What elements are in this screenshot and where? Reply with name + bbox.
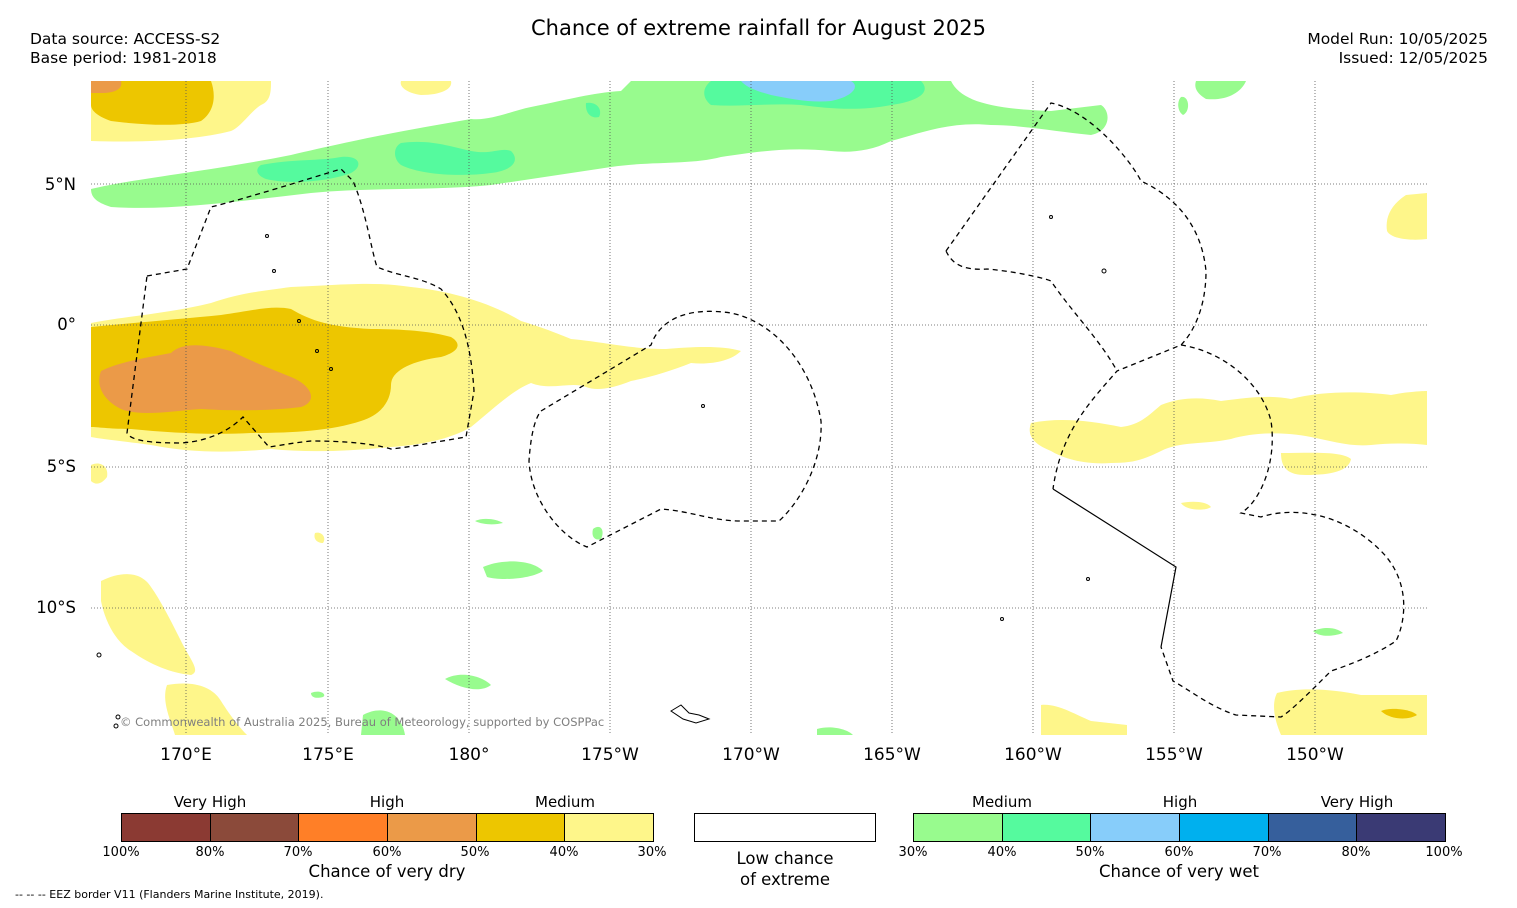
- map-title: Chance of extreme rainfall for August 20…: [531, 16, 986, 40]
- data-info: Data source: ACCESS-S2 Base period: 1981…: [30, 30, 220, 68]
- eez-borders: [126, 102, 1405, 718]
- rainfall-map: [91, 81, 1427, 735]
- dry-region-west-orange: [99, 345, 312, 414]
- boundary-solid-line: [1052, 488, 1177, 648]
- dry-swatch-5: [476, 814, 566, 841]
- lon-label-155w: 155°W: [1145, 745, 1203, 765]
- lon-label-180: 180°: [448, 745, 490, 765]
- dry-swatch-6: [565, 814, 654, 841]
- dry-tick: 40%: [549, 845, 579, 860]
- wet-swatch-5: [1268, 814, 1358, 841]
- wet-tick: 100%: [1425, 845, 1463, 860]
- wet-swatch-6: [1357, 814, 1446, 841]
- lat-label-5s: 5°S: [46, 457, 76, 476]
- dry-tick: 50%: [460, 845, 490, 860]
- base-period-text: Base period: 1981-2018: [30, 49, 217, 67]
- dry-legend-title: Chance of very dry: [308, 862, 466, 881]
- dry-tick: 30%: [637, 845, 667, 860]
- wet-tick: 30%: [898, 845, 928, 860]
- lon-label-170w: 170°W: [722, 745, 780, 765]
- map-copyright: © Commonwealth of Australia 2025, Bureau…: [120, 715, 605, 729]
- wet-swatch-2: [1002, 814, 1092, 841]
- dry-tick: 60%: [372, 845, 402, 860]
- lat-label-10s: 10°S: [36, 598, 76, 617]
- lat-label-eq: 0°: [57, 315, 76, 334]
- lat-label-5n: 5°N: [44, 175, 76, 194]
- wet-region-blue: [741, 81, 855, 102]
- dry-swatch-2: [210, 814, 300, 841]
- dry-heading-medium: Medium: [535, 793, 595, 811]
- run-info: Model Run: 10/05/2025 Issued: 12/05/2025: [1307, 30, 1488, 68]
- dry-tick: 80%: [195, 845, 225, 860]
- wet-heading-medium: Medium: [972, 793, 1032, 811]
- dry-heading-high: High: [369, 793, 405, 811]
- graticule: [91, 81, 1427, 735]
- wet-tick: 80%: [1341, 845, 1371, 860]
- island-outlines: [96, 215, 1107, 729]
- wet-swatch-4: [1180, 814, 1269, 841]
- wet-region-north: [91, 81, 1108, 208]
- model-run-text: Model Run: 10/05/2025: [1307, 30, 1488, 48]
- dry-swatch-4: [388, 814, 477, 841]
- lon-label-150w: 150°W: [1286, 745, 1344, 765]
- wet-region-north-patch: [1195, 81, 1246, 100]
- lon-label-175e: 175°E: [302, 745, 354, 765]
- wet-swatch-3: [1091, 814, 1181, 841]
- low-chance-box: [694, 813, 876, 842]
- lon-label-170e: 170°E: [160, 745, 212, 765]
- wet-colorbar: [913, 813, 1446, 842]
- lon-label-165w: 165°W: [863, 745, 921, 765]
- dry-swatch-1: [122, 814, 211, 841]
- dry-heading-very-high: Very High: [173, 793, 247, 811]
- low-chance-line2: of extreme: [739, 870, 831, 889]
- issued-text: Issued: 12/05/2025: [1338, 49, 1488, 67]
- low-chance-line1: Low chance: [736, 849, 834, 868]
- wet-legend-title: Chance of very wet: [1099, 862, 1259, 881]
- wet-heading-high: High: [1162, 793, 1198, 811]
- eez-footnote: -- -- -- EEZ border V11 (Flanders Marine…: [15, 888, 324, 901]
- lon-label-175w: 175°W: [581, 745, 639, 765]
- dry-colorbar: [121, 813, 654, 842]
- wet-swatch-1: [914, 814, 1003, 841]
- dry-swatch-3: [299, 814, 389, 841]
- dry-tick: 70%: [283, 845, 313, 860]
- low-chance-label: Low chance of extreme: [694, 848, 876, 890]
- wet-tick: 60%: [1164, 845, 1194, 860]
- wet-heading-very-high: Very High: [1320, 793, 1394, 811]
- dry-tick: 100%: [102, 845, 140, 860]
- wet-tick: 40%: [987, 845, 1017, 860]
- dry-region-east: [1029, 391, 1427, 464]
- wet-tick: 70%: [1252, 845, 1282, 860]
- wet-tick: 50%: [1075, 845, 1105, 860]
- lon-label-160w: 160°W: [1004, 745, 1062, 765]
- data-source-text: Data source: ACCESS-S2: [30, 30, 221, 48]
